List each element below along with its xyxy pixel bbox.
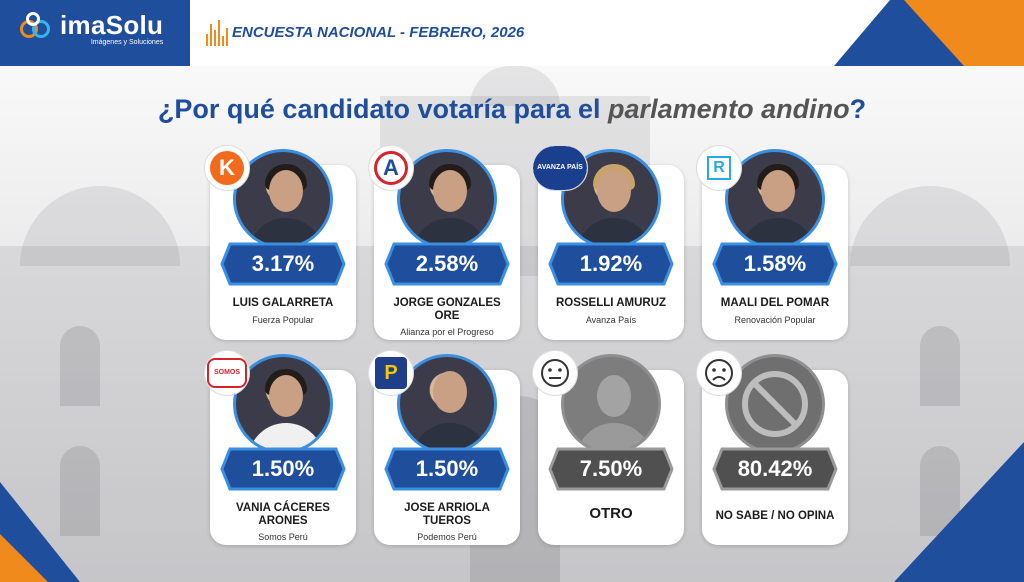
candidate-card: P 1.50% JOSE ARRIOLA TUEROS Podemos Perú <box>368 350 520 545</box>
header-bar: imaSolu Imágenes y Soluciones ENCUESTA N… <box>0 0 1024 66</box>
percent-banner: 2.58% <box>384 242 510 286</box>
candidate-name: VANIA CÁCERES ARONES <box>236 502 330 527</box>
party-logo-somos-peru-icon: SOMOS PERÚ <box>204 350 250 396</box>
no-opinion-label: NO SABE / NO OPINA <box>715 510 835 522</box>
no-opinion-card: 80.42% NO SABE / NO OPINA <box>696 350 848 545</box>
candidate-photo <box>725 149 825 249</box>
candidate-name: JOSE ARRIOLA TUEROS <box>404 502 490 527</box>
question-emphasis: parlamento andino <box>608 94 850 124</box>
candidate-party: Fuerza Popular <box>252 315 314 325</box>
question-prefix: ¿Por qué candidato votaría para el <box>157 94 609 124</box>
header-orange-accent <box>904 0 1024 66</box>
percent-banner: 3.17% <box>220 242 346 286</box>
candidate-card: AVANZA PAÍS 1.92% ROSSELLI AMURUZ Avanza… <box>532 145 684 340</box>
party-logo-renovacion-popular-icon: R <box>696 145 742 191</box>
candidate-party: Renovación Popular <box>734 315 816 325</box>
candidate-card: R 1.58% MAALI DEL POMAR Renovación Popul… <box>696 145 848 340</box>
candidate-percent: 1.58% <box>743 251 807 276</box>
candidate-percent: 2.58% <box>415 251 479 276</box>
other-label: OTRO <box>589 505 633 522</box>
percent-banner: 1.50% <box>220 447 346 491</box>
percent-banner: 1.58% <box>712 242 838 286</box>
percent-banner: 1.92% <box>548 242 674 286</box>
neutral-face-icon <box>532 350 578 396</box>
brand-tagline: Imágenes y Soluciones <box>90 39 164 46</box>
candidate-percent: 1.50% <box>251 456 315 481</box>
candidate-percent: 1.50% <box>415 456 479 481</box>
party-logo-podemos-peru-icon: P <box>368 350 414 396</box>
question-suffix: ? <box>849 94 867 124</box>
candidate-card: K 3.17% LUIS GALARRETA Fuerza Popular <box>204 145 356 340</box>
candidate-card: SOMOS PERÚ 1.50% VANIA CÁCERES ARONES So… <box>204 350 356 545</box>
party-logo-fuerza-popular-icon: K <box>204 145 250 191</box>
sound-wave-icon <box>206 20 228 46</box>
candidate-photo <box>397 354 497 454</box>
candidate-party: Somos Perú <box>258 532 308 542</box>
percent-banner: 7.50% <box>548 447 674 491</box>
percent-banner: 80.42% <box>712 447 838 491</box>
candidate-party: Podemos Perú <box>417 532 477 542</box>
brand-name: imaSolu <box>60 10 164 40</box>
other-percent: 7.50% <box>579 456 643 481</box>
candidate-name: ROSSELLI AMURUZ <box>555 297 667 309</box>
candidate-percent: 1.92% <box>579 251 643 276</box>
no-opinion-percent: 80.42% <box>737 456 813 481</box>
header-white-panel <box>190 0 890 66</box>
logo-rings-icon <box>20 12 54 46</box>
survey-title: ENCUESTA NACIONAL - FEBRERO, 2026 <box>232 24 525 41</box>
percent-banner: 1.50% <box>384 447 510 491</box>
candidate-party: Alianza por el Progreso <box>400 327 494 337</box>
candidate-percent: 3.17% <box>251 251 315 276</box>
sad-face-icon <box>696 350 742 396</box>
other-card: 7.50% OTRO <box>532 350 684 545</box>
brand-logo: imaSolu Imágenes y Soluciones <box>20 12 163 46</box>
candidate-name: LUIS GALARRETA <box>232 297 334 309</box>
candidate-name: MAALI DEL POMAR <box>720 297 830 309</box>
question-title: ¿Por qué candidato votaría para el parla… <box>0 94 1024 125</box>
party-logo-avanza-pais-icon: AVANZA PAÍS <box>532 145 588 191</box>
candidate-name: JORGE GONZALES ORE <box>393 297 501 322</box>
candidate-card: A 2.58% JORGE GONZALES ORE Alianza por e… <box>368 145 520 340</box>
candidate-party: Avanza País <box>585 315 637 325</box>
party-logo-alianza-progreso-icon: A <box>368 145 414 191</box>
